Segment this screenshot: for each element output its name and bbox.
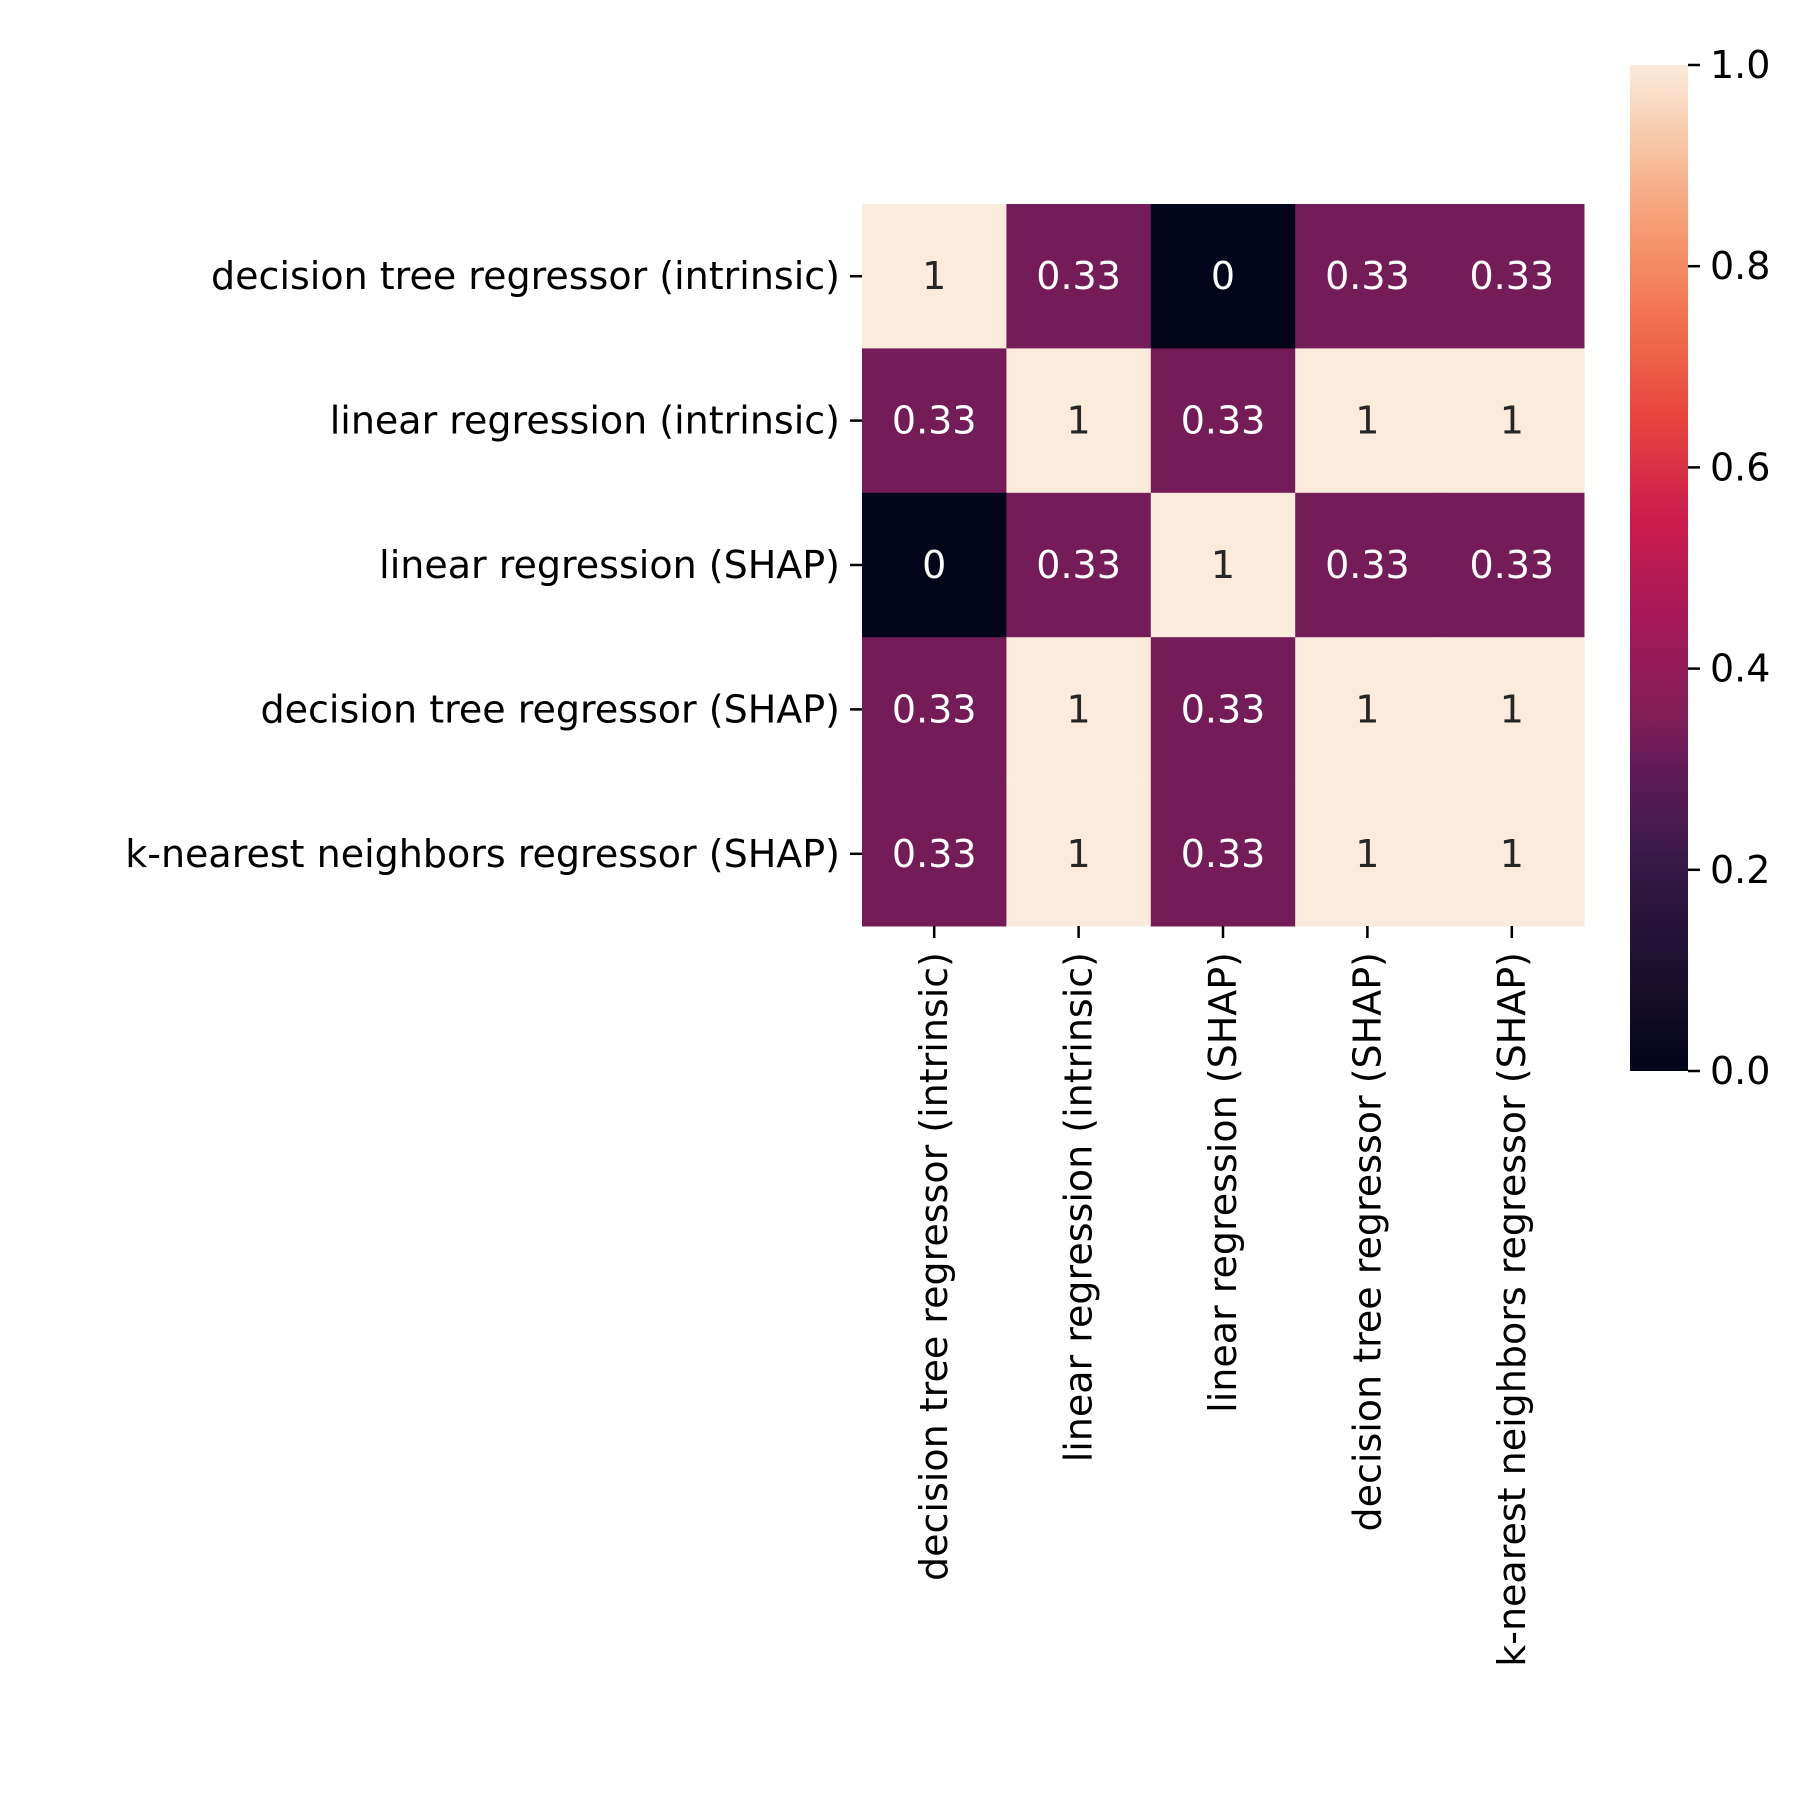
colorbar-tick-label: 1.0 xyxy=(1710,43,1770,87)
heatmap-cell xyxy=(1150,637,1296,783)
colorbar: 0.0 0.2 0.4 0.6 0.8 1.0 xyxy=(1630,43,1770,1093)
colorbar-tick-label: 0.4 xyxy=(1710,647,1770,691)
heatmap-cell xyxy=(1439,637,1585,783)
heatmap-cell xyxy=(1150,492,1296,638)
colorbar-gradient xyxy=(1630,65,1688,1071)
heatmap-cell xyxy=(1150,781,1296,927)
heatmap-cell xyxy=(1006,781,1152,927)
heatmap-cell xyxy=(1439,492,1585,638)
heatmap-cell xyxy=(862,492,1007,638)
cell-value-label: 0.33 xyxy=(1469,254,1554,298)
cell-value-label: 1 xyxy=(1500,832,1524,876)
cell-value-label: 1 xyxy=(1355,687,1379,731)
row-tick-label: linear regression (intrinsic) xyxy=(330,399,840,443)
row-tick-label: decision tree regressor (SHAP) xyxy=(261,687,841,731)
heatmap-cell xyxy=(1295,348,1441,494)
cell-value-label: 0.33 xyxy=(892,687,977,731)
row-tick-label: k-nearest neighbors regressor (SHAP) xyxy=(125,832,840,876)
heatmap-cell xyxy=(1006,492,1152,638)
heatmap-cells: 1 0.33 0 0.33 0.33 0.33 1 0.33 1 1 0 0.33 1 0.33 0.33 0… xyxy=(862,204,1585,927)
heatmap-cell xyxy=(1439,781,1585,927)
cell-value-label: 0.33 xyxy=(1036,543,1121,587)
cell-value-label: 1 xyxy=(1067,399,1091,443)
cell-value-label: 0.33 xyxy=(1469,543,1554,587)
col-tick-label: k-nearest neighbors regressor (SHAP) xyxy=(1490,952,1534,1667)
colorbar-tick-label: 0.8 xyxy=(1710,244,1770,288)
col-tick-label: decision tree regressor (intrinsic) xyxy=(912,952,956,1581)
cell-value-label: 1 xyxy=(1355,832,1379,876)
heatmap-cell xyxy=(1439,204,1585,349)
cell-value-label: 0.33 xyxy=(1181,832,1266,876)
colorbar-tick-label: 0.0 xyxy=(1710,1049,1770,1093)
cell-value-label: 0.33 xyxy=(892,832,977,876)
cell-value-label: 1 xyxy=(1500,687,1524,731)
cell-value-label: 0.33 xyxy=(1181,399,1266,443)
heatmap-cell xyxy=(862,204,1007,349)
colorbar-tick-label: 0.6 xyxy=(1710,445,1770,489)
row-ticks: decision tree regressor (intrinsic) linea… xyxy=(125,254,862,876)
heatmap-cell xyxy=(862,348,1007,494)
heatmap-cell xyxy=(1150,348,1296,494)
heatmap-cell xyxy=(1295,781,1441,927)
col-tick-label: linear regression (intrinsic) xyxy=(1057,952,1101,1462)
cell-value-label: 0.33 xyxy=(892,399,977,443)
cell-value-label: 0.33 xyxy=(1325,254,1410,298)
colorbar-tick-label: 0.2 xyxy=(1710,848,1770,892)
cell-value-label: 1 xyxy=(1067,832,1091,876)
heatmap-cell xyxy=(862,781,1007,927)
row-tick-label: linear regression (SHAP) xyxy=(379,543,840,587)
cell-value-label: 1 xyxy=(922,254,946,298)
col-tick-label: decision tree regressor (SHAP) xyxy=(1345,952,1389,1532)
heatmap-cell xyxy=(1006,348,1152,494)
row-tick-label: decision tree regressor (intrinsic) xyxy=(211,254,840,298)
heatmap-cell xyxy=(1006,637,1152,783)
cell-value-label: 0 xyxy=(1211,254,1235,298)
cell-value-label: 0.33 xyxy=(1036,254,1121,298)
col-ticks: decision tree regressor (intrinsic) linea… xyxy=(912,926,1534,1667)
cell-value-label: 1 xyxy=(1067,687,1091,731)
cell-value-label: 0 xyxy=(922,543,946,587)
cell-value-label: 1 xyxy=(1355,399,1379,443)
heatmap-cell xyxy=(862,637,1007,783)
heatmap-cell xyxy=(1150,204,1296,349)
heatmap-cell xyxy=(1295,637,1441,783)
cell-value-label: 1 xyxy=(1500,399,1524,443)
heatmap-cell xyxy=(1295,492,1441,638)
heatmap-cell xyxy=(1439,348,1585,494)
col-tick-label: linear regression (SHAP) xyxy=(1201,952,1245,1413)
cell-value-label: 0.33 xyxy=(1181,687,1266,731)
colorbar-ticks: 0.0 0.2 0.4 0.6 0.8 1.0 xyxy=(1688,43,1770,1093)
heatmap-cell xyxy=(1295,204,1441,349)
cell-value-label: 0.33 xyxy=(1325,543,1410,587)
cell-value-label: 1 xyxy=(1211,543,1235,587)
heatmap-cell xyxy=(1006,204,1152,349)
